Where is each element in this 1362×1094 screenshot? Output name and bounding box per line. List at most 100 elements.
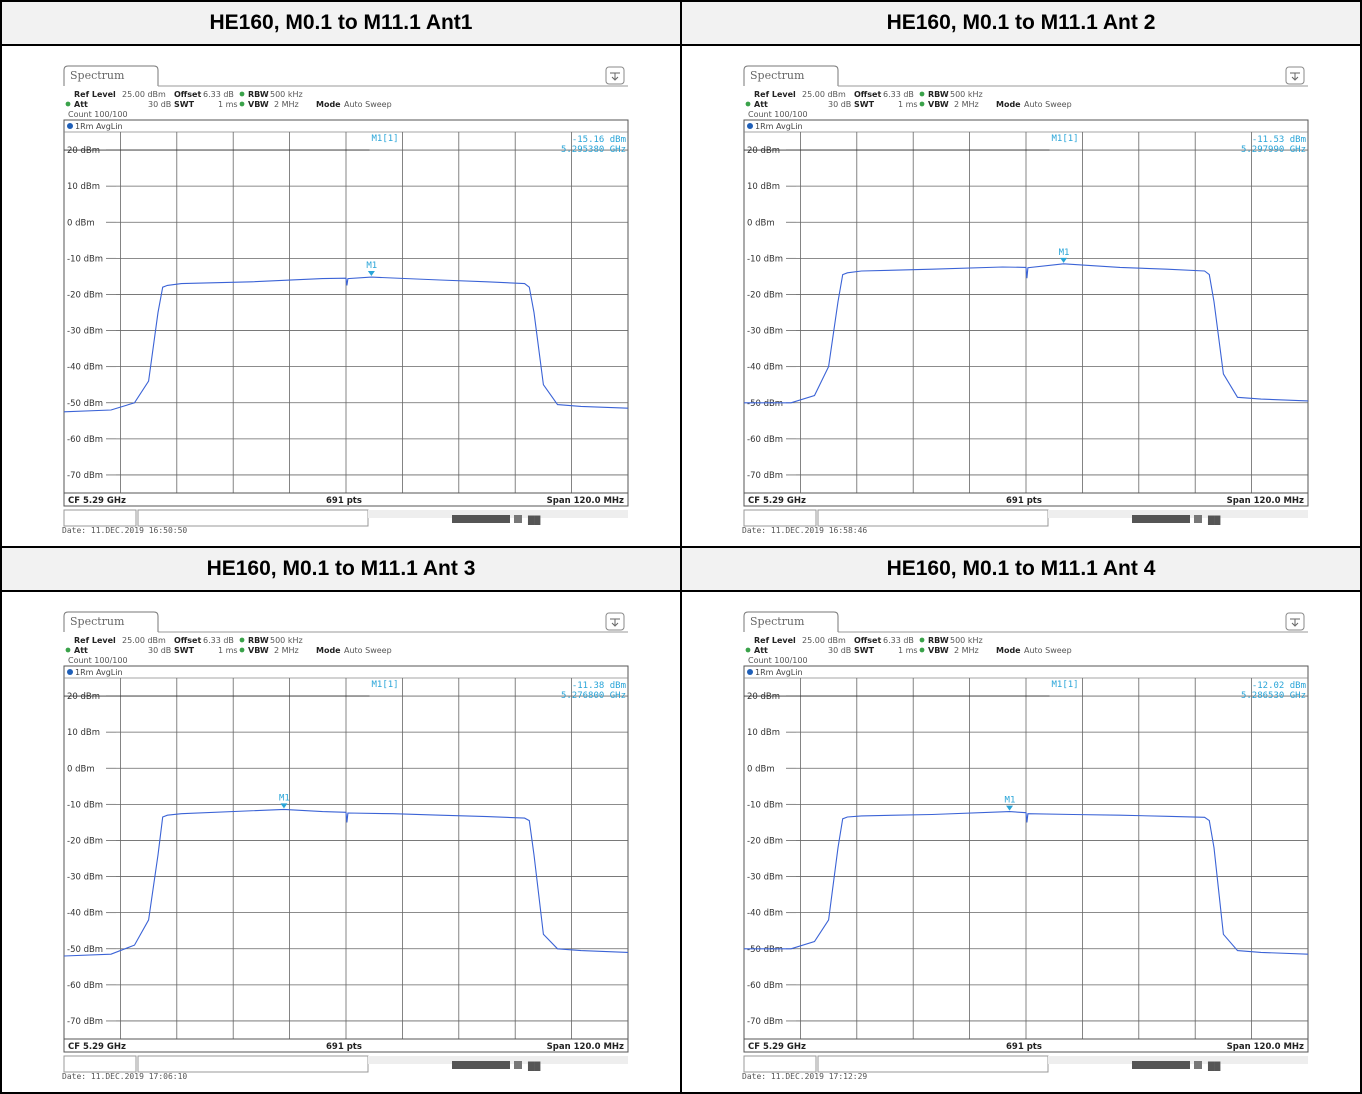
y-tick-label: -20 dBm — [67, 836, 103, 846]
att-label: Att — [754, 100, 768, 109]
marker-label: M1 — [1059, 248, 1070, 258]
status-field — [1048, 510, 1308, 518]
att-value: 30 dB — [828, 100, 851, 109]
spectrum-trace — [744, 263, 1309, 404]
vbw-value: 2 MHz — [954, 100, 979, 109]
chevron-down-icon — [610, 618, 620, 627]
offset-label: Offset — [174, 90, 201, 99]
y-tick-label: -60 dBm — [747, 981, 783, 991]
y-tick-label: -20 dBm — [747, 836, 783, 846]
spectrum-screenshot: Spectrum Ref Level 25.00 dBm Offset 6.33 dB R… — [62, 64, 632, 534]
y-tick-label: -70 dBm — [747, 1017, 783, 1027]
tab-label: Spectrum — [70, 615, 125, 628]
progress-indicator — [1194, 1061, 1202, 1069]
trace-indicator-icon — [67, 123, 73, 129]
tab-label: Spectrum — [70, 69, 125, 82]
panel-title: HE160, M0.1 to M11.1 Ant 4 — [680, 546, 1362, 592]
center-frequency: CF 5.29 GHz — [748, 496, 806, 506]
ref-level-value: 25.00 dBm — [802, 636, 846, 645]
y-tick-label: -20 dBm — [67, 290, 103, 300]
status-field — [743, 509, 817, 527]
panel-title: HE160, M0.1 to M11.1 Ant 3 — [0, 546, 682, 592]
marker-readout-label: M1[1] — [372, 680, 399, 690]
mode-label: Mode — [316, 100, 341, 109]
y-tick-label: -10 dBm — [747, 800, 783, 810]
trace-label: 1Rm AvgLin — [75, 122, 123, 131]
rbw-value: 500 kHz — [950, 636, 983, 645]
y-tick-label: 10 dBm — [67, 728, 100, 738]
rbw-indicator-icon — [239, 637, 245, 643]
att-indicator-icon — [745, 101, 751, 107]
att-value: 30 dB — [148, 646, 171, 655]
mode-value: Auto Sweep — [344, 100, 392, 109]
spectrum-screenshot: Spectrum Ref Level 25.00 dBm Offset 6.33 dB R… — [742, 64, 1312, 534]
progress-indicator — [514, 1061, 522, 1069]
y-tick-label: -30 dBm — [67, 873, 103, 883]
att-indicator-icon — [65, 647, 71, 653]
rbw-value: 500 kHz — [270, 636, 303, 645]
marker-frequency: 5.297990 GHz — [1241, 145, 1306, 155]
sweep-points: 691 pts — [1006, 1042, 1042, 1052]
progress-indicator — [1132, 515, 1190, 523]
mode-label: Mode — [996, 646, 1021, 655]
rbw-indicator-icon — [239, 91, 245, 97]
rbw-label: RBW — [248, 636, 269, 645]
ref-level-label: Ref Level — [74, 90, 116, 99]
y-tick-label: 10 dBm — [747, 182, 780, 192]
status-glyph: ██ — [527, 1061, 541, 1071]
status-field — [137, 1055, 369, 1073]
marker-label: M1 — [279, 793, 290, 803]
y-tick-label: -70 dBm — [747, 471, 783, 481]
marker-readout-label: M1[1] — [1052, 134, 1079, 144]
y-tick-label: -10 dBm — [67, 800, 103, 810]
swt-value: 1 ms — [218, 100, 238, 109]
y-tick-label: -40 dBm — [67, 363, 103, 373]
spectrum-display: Spectrum Ref Level 25.00 dBm Offset 6.33 dB R… — [62, 611, 629, 1080]
vbw-indicator-icon — [239, 101, 245, 107]
att-indicator-icon — [65, 101, 71, 107]
frequency-span: Span 120.0 MHz — [1227, 1042, 1304, 1052]
swt-label: SWT — [854, 646, 875, 655]
status-field — [817, 1055, 1049, 1073]
status-field — [817, 509, 1049, 527]
marker-level: -11.53 dBm — [1252, 135, 1306, 145]
vbw-indicator-icon — [239, 647, 245, 653]
marker-frequency: 5.295380 GHz — [561, 145, 626, 155]
marker-level: -15.16 dBm — [572, 135, 626, 145]
marker-frequency: 5.276800 GHz — [561, 691, 626, 701]
status-field — [63, 1055, 137, 1073]
frequency-span: Span 120.0 MHz — [1227, 496, 1304, 506]
att-label: Att — [74, 100, 88, 109]
offset-value: 6.33 dB — [883, 90, 914, 99]
vbw-indicator-icon — [919, 101, 925, 107]
progress-indicator — [452, 1061, 510, 1069]
vbw-indicator-icon — [919, 647, 925, 653]
mode-value: Auto Sweep — [1024, 100, 1072, 109]
ref-level-value: 25.00 dBm — [122, 636, 166, 645]
count-label: Count 100/100 — [68, 656, 128, 665]
vbw-value: 2 MHz — [274, 646, 299, 655]
y-tick-label: -50 dBm — [67, 399, 103, 409]
marker-level: -12.02 dBm — [1252, 681, 1306, 691]
center-frequency: CF 5.29 GHz — [68, 1042, 126, 1052]
panel-cell: Spectrum Ref Level 25.00 dBm Offset 6.33 dB R… — [680, 590, 1362, 1094]
frequency-span: Span 120.0 MHz — [547, 1042, 624, 1052]
panel-title: HE160, M0.1 to M11.1 Ant 2 — [680, 0, 1362, 46]
spectrum-display: Spectrum Ref Level 25.00 dBm Offset 6.33 dB R… — [742, 611, 1309, 1080]
y-tick-label: 10 dBm — [747, 728, 780, 738]
trace-label: 1Rm AvgLin — [755, 122, 803, 131]
y-tick-label: -70 dBm — [67, 471, 103, 481]
status-field — [63, 509, 137, 527]
offset-label: Offset — [174, 636, 201, 645]
ref-level-label: Ref Level — [754, 636, 796, 645]
y-tick-label: -10 dBm — [67, 254, 103, 264]
marker-readout-label: M1[1] — [372, 134, 399, 144]
mode-value: Auto Sweep — [344, 646, 392, 655]
count-label: Count 100/100 — [68, 110, 128, 119]
status-field — [1048, 1056, 1308, 1064]
sweep-points: 691 pts — [326, 1042, 362, 1052]
y-tick-label: 20 dBm — [747, 692, 780, 702]
trace-indicator-icon — [67, 669, 73, 675]
offset-label: Offset — [854, 90, 881, 99]
